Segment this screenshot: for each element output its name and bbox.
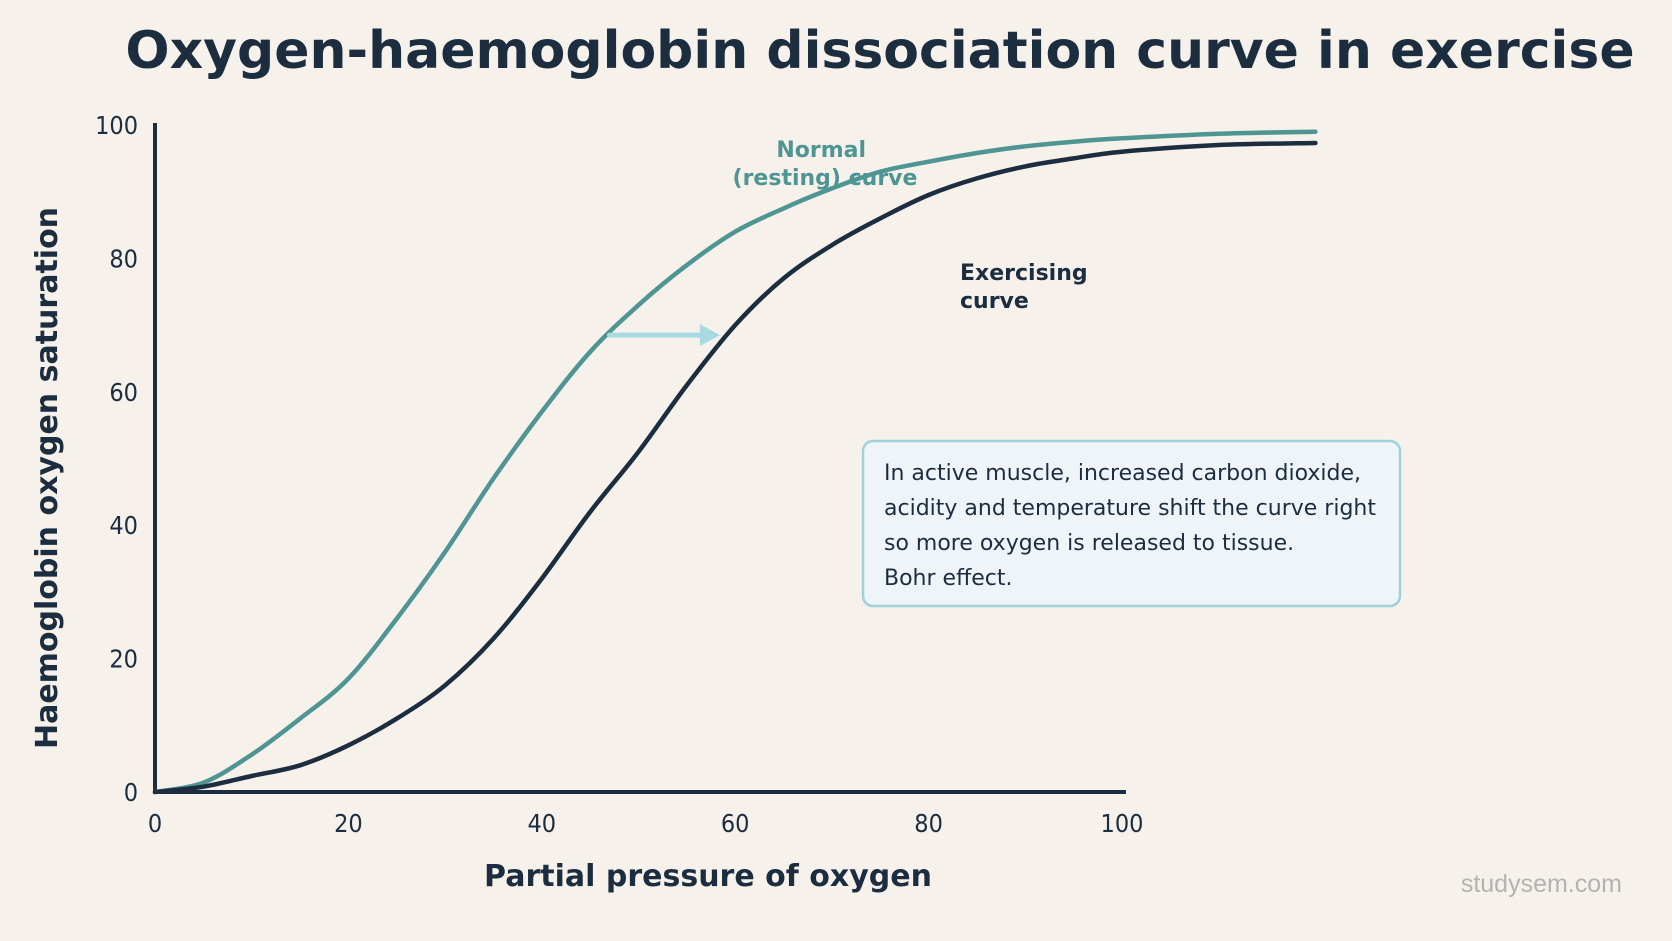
y-tick-label-60: 60 bbox=[109, 378, 138, 407]
y-tick-label-40: 40 bbox=[109, 511, 138, 540]
note-line-1: In active muscle, increased carbon dioxi… bbox=[884, 461, 1361, 486]
y-tick-label-20: 20 bbox=[109, 645, 138, 674]
series-layer bbox=[152, 129, 1318, 795]
shift-arrow-head bbox=[699, 324, 720, 347]
note-box bbox=[861, 439, 1402, 608]
y-tick-label-0: 0 bbox=[124, 778, 138, 807]
exercising-curve-label-line-2: curve bbox=[960, 289, 1029, 314]
normal-curve-label-line-1: Normal bbox=[776, 138, 866, 163]
note-line-4: Bohr effect. bbox=[884, 566, 1012, 591]
normal-curve-label: Normal (resting) curve bbox=[733, 138, 918, 191]
x-tick-label-20: 20 bbox=[334, 809, 363, 838]
y-axis-title: Haemoglobin oxygen saturation bbox=[30, 207, 65, 749]
y-tick-label-100: 100 bbox=[95, 111, 138, 140]
x-tick-label-0: 0 bbox=[148, 809, 162, 838]
normal-curve-line bbox=[152, 129, 1318, 795]
x-tick-labels: 0 20 40 60 80 100 bbox=[148, 809, 1144, 838]
x-tick-label-100: 100 bbox=[1101, 809, 1144, 838]
exercising-curve-label-line-1: Exercising bbox=[960, 261, 1088, 286]
note-line-3: so more oxygen is released to tissue. bbox=[884, 531, 1294, 556]
x-tick-label-40: 40 bbox=[527, 809, 556, 838]
y-tick-labels: 0 20 40 60 80 100 bbox=[95, 111, 138, 807]
y-tick-label-80: 80 bbox=[109, 244, 138, 273]
watermark: studysem.com bbox=[1461, 870, 1622, 898]
bohr-effect-note: In active muscle, increased carbon dioxi… bbox=[861, 439, 1402, 608]
chart-title: Oxygen-haemoglobin dissociation curve in… bbox=[125, 21, 1634, 81]
shift-arrow bbox=[606, 324, 720, 347]
x-tick-label-80: 80 bbox=[914, 809, 943, 838]
x-tick-label-60: 60 bbox=[721, 809, 750, 838]
x-axis-title: Partial pressure of oxygen bbox=[484, 859, 932, 894]
note-line-2: acidity and temperature shift the curve … bbox=[884, 496, 1376, 521]
exercising-curve-label: Exercising curve bbox=[960, 261, 1095, 314]
exercising-curve-line bbox=[152, 140, 1318, 795]
normal-curve-label-line-2: (resting) curve bbox=[733, 166, 918, 191]
